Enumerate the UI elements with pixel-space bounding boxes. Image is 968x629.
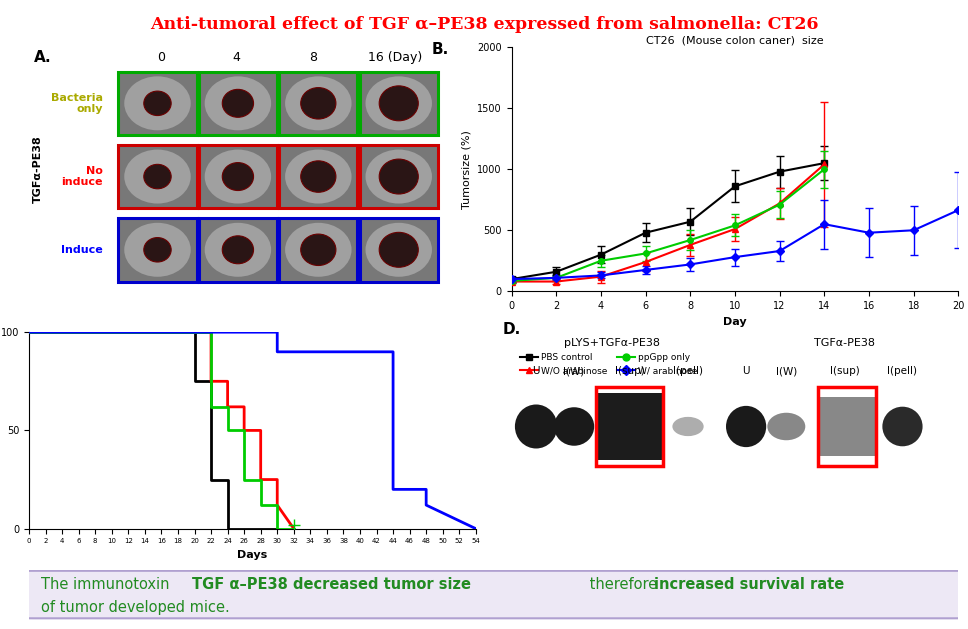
Text: of tumor developed mice.: of tumor developed mice. [41,599,229,615]
Bar [198,72,277,135]
Ellipse shape [223,162,254,191]
Bar [279,145,357,208]
Ellipse shape [286,150,351,204]
Text: I(pell): I(pell) [888,367,918,377]
X-axis label: Days: Days [237,550,267,560]
Ellipse shape [768,413,805,440]
Text: Anti-tumoral effect of TGF α–PE38 expressed from salmonella: CT26: Anti-tumoral effect of TGF α–PE38 expres… [150,16,818,33]
Ellipse shape [144,238,171,262]
Bar [596,387,663,466]
Text: increased survival rate: increased survival rate [653,577,844,592]
Bar [118,218,197,282]
Ellipse shape [554,407,594,446]
Ellipse shape [301,234,336,265]
Ellipse shape [301,87,336,119]
Text: B.: B. [431,42,448,57]
Bar [118,72,197,135]
Ellipse shape [124,150,191,204]
Ellipse shape [366,76,432,130]
Ellipse shape [124,223,191,277]
Ellipse shape [204,223,271,277]
Legend: PBS control, W/O arabinose, ppGpp only, W/ arabinose: PBS control, W/O arabinose, ppGpp only, … [516,350,702,379]
Bar [198,145,277,208]
Bar [279,72,357,135]
Text: 0: 0 [157,51,165,64]
Text: The immunotoxin: The immunotoxin [41,577,174,592]
Text: U: U [532,367,540,377]
Title: CT26  (Mouse colon caner)  size: CT26 (Mouse colon caner) size [646,35,824,45]
Text: U: U [742,367,750,377]
Bar [818,387,876,466]
Bar [198,218,277,282]
Ellipse shape [301,161,336,192]
Ellipse shape [144,91,171,116]
Text: TGFα-PE38: TGFα-PE38 [814,338,875,348]
Text: A.: A. [34,50,51,65]
Ellipse shape [204,150,271,204]
Text: I(sup): I(sup) [830,367,860,377]
Ellipse shape [144,164,171,189]
Ellipse shape [515,404,558,448]
Text: TGF α–PE38 decreased tumor size: TGF α–PE38 decreased tumor size [192,577,470,592]
Text: 16 (Day): 16 (Day) [368,51,422,64]
Text: pLYS+TGFα-PE38: pLYS+TGFα-PE38 [564,338,660,348]
Bar [360,145,438,208]
Text: I(W): I(W) [563,367,585,377]
Ellipse shape [286,76,351,130]
Text: Bacteria
only: Bacteria only [50,92,103,114]
Ellipse shape [379,232,418,267]
Ellipse shape [379,86,418,121]
Text: I(sup): I(sup) [615,367,645,377]
Ellipse shape [366,150,432,204]
X-axis label: Day: Day [723,316,746,326]
Text: Induce: Induce [61,245,103,255]
Text: 4: 4 [233,51,241,64]
Text: D.: D. [502,322,521,337]
FancyBboxPatch shape [19,571,968,618]
Text: No
induce: No induce [61,166,103,187]
Text: 8: 8 [309,51,317,64]
Bar [360,218,438,282]
Ellipse shape [379,159,418,194]
Ellipse shape [366,223,432,277]
Text: I(W): I(W) [775,367,797,377]
Ellipse shape [673,417,704,436]
Ellipse shape [223,236,254,264]
Bar [818,397,876,456]
Ellipse shape [726,406,767,447]
Ellipse shape [883,407,923,447]
Ellipse shape [124,76,191,130]
Y-axis label: Tumorsize (%): Tumorsize (%) [462,130,471,209]
Text: TGFα-PE38: TGFα-PE38 [33,135,43,203]
Bar [360,72,438,135]
Ellipse shape [204,76,271,130]
Bar [118,145,197,208]
Ellipse shape [286,223,351,277]
Bar [279,218,357,282]
Text: therefore: therefore [585,577,661,592]
Bar [596,393,663,460]
Text: I(pell): I(pell) [673,367,703,377]
Ellipse shape [223,89,254,117]
